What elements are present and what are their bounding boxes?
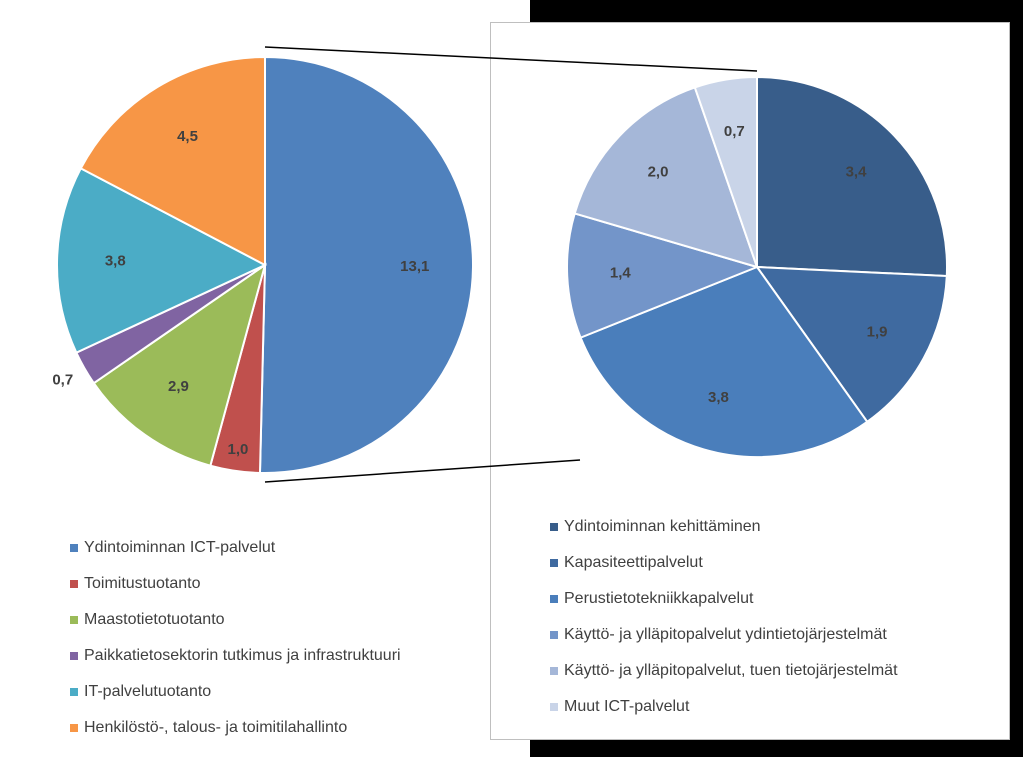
legend-label: Paikkatietosektorin tutkimus ja infrastr…	[84, 647, 401, 664]
legend-swatch	[550, 559, 558, 567]
legend-swatch	[70, 688, 78, 696]
pie-slice	[258, 55, 474, 474]
pie-slice	[754, 265, 948, 424]
value-label: 0,7	[724, 123, 745, 140]
value-label: 3,8	[105, 252, 126, 269]
legend-label: IT-palvelutuotanto	[84, 683, 211, 700]
pie-slice	[693, 75, 758, 268]
legend-label: Perustietotekniikkapalvelut	[564, 590, 754, 607]
legend-label: Käyttö- ja ylläpitopalvelut ydintietojär…	[564, 626, 887, 643]
pie-slice	[573, 86, 759, 269]
legend-swatch	[550, 523, 558, 531]
value-label: 1,4	[610, 264, 632, 281]
value-label: 1,0	[228, 441, 249, 458]
legend-label: Ydintoiminnan ICT-palvelut	[84, 539, 276, 556]
connector-line	[264, 46, 758, 72]
legend-swatch	[70, 724, 78, 732]
legend-swatch	[550, 631, 558, 639]
legend-swatch	[70, 544, 78, 552]
connector-line	[264, 459, 581, 483]
legend-label: Henkilöstö-, talous- ja toimitilahallint…	[84, 719, 347, 736]
legend-swatch	[550, 595, 558, 603]
value-label: 3,8	[708, 389, 729, 406]
value-label: 4,5	[177, 128, 198, 145]
pie-slice	[56, 166, 268, 354]
legend-swatch	[550, 667, 558, 675]
pie-slice	[92, 262, 267, 467]
value-label: 1,9	[867, 324, 888, 341]
legend-label: Kapasiteettipalvelut	[564, 554, 703, 571]
legend-label: Maastotietotuotanto	[84, 611, 225, 628]
pie-slice	[579, 265, 869, 458]
legend-swatch	[70, 652, 78, 660]
legend-label: Muut ICT-palvelut	[564, 698, 690, 715]
legend-swatch	[550, 703, 558, 711]
legend-swatch	[70, 616, 78, 624]
pie-slice	[566, 212, 761, 339]
legend-label: Toimitustuotanto	[84, 575, 201, 592]
value-label: 13,1	[400, 258, 429, 275]
legend-label: Ydintoiminnan kehittäminen	[564, 518, 761, 535]
value-label: 0,7	[52, 372, 73, 389]
pie-slice	[79, 55, 266, 267]
value-label: 3,4	[846, 164, 868, 181]
pie-slice	[756, 75, 948, 278]
legend-swatch	[70, 580, 78, 588]
value-label: 2,0	[648, 164, 669, 181]
value-label: 2,9	[168, 378, 189, 395]
legend-label: Käyttö- ja ylläpitopalvelut, tuen tietoj…	[564, 662, 898, 679]
